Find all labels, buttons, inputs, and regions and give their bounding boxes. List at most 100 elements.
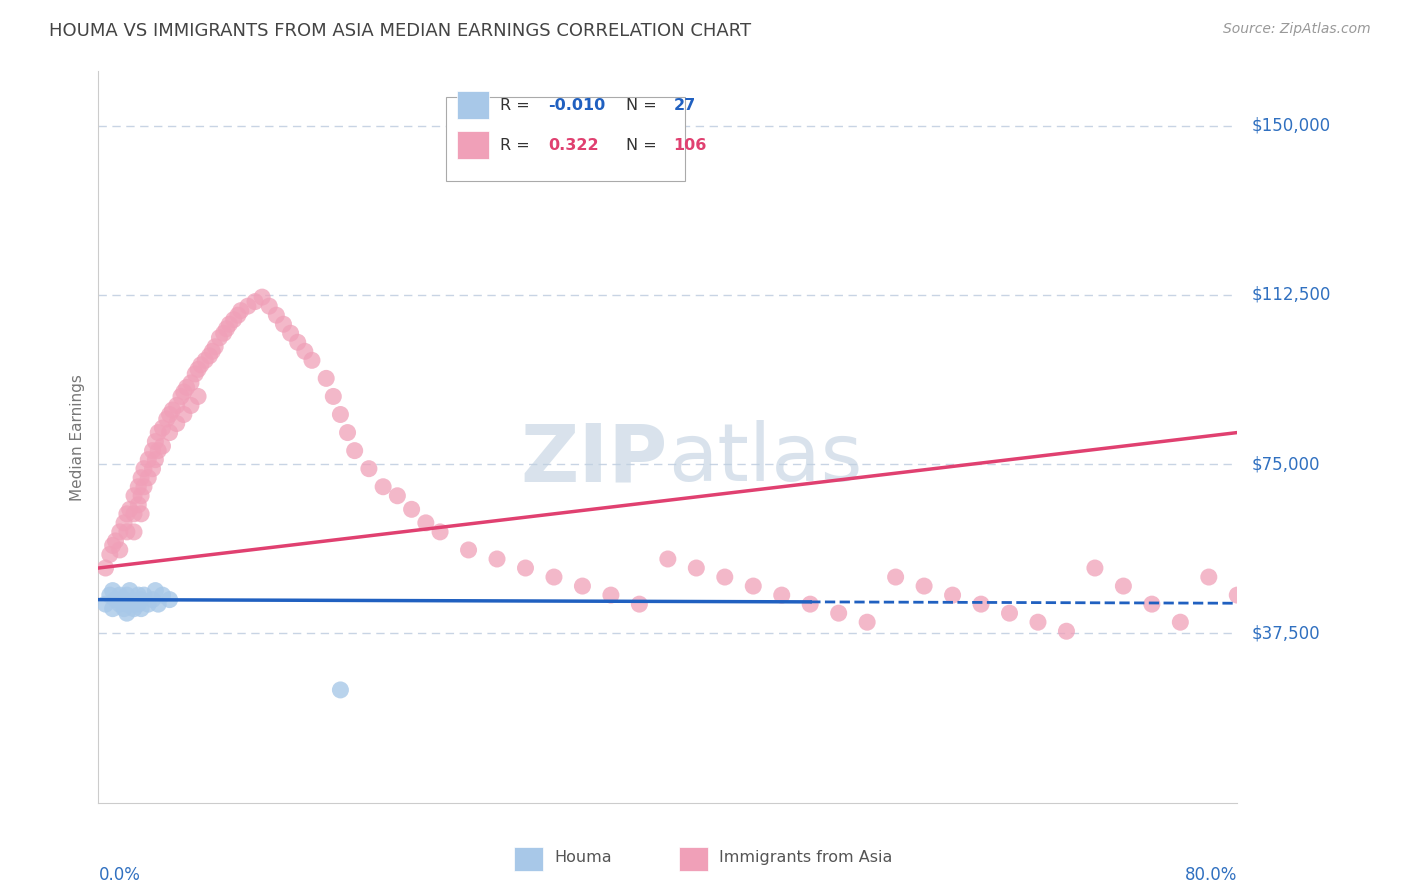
FancyBboxPatch shape [446, 97, 685, 181]
Text: Immigrants from Asia: Immigrants from Asia [718, 850, 893, 865]
Point [104, 592, 127, 607]
Point [415, 516, 437, 530]
Point [998, 606, 1021, 620]
Text: R =: R = [501, 138, 540, 153]
Text: N =: N = [626, 138, 662, 153]
Point [118, 583, 141, 598]
Point [970, 597, 993, 611]
Point [152, 439, 174, 453]
Point [856, 615, 879, 630]
Point [127, 498, 149, 512]
Point [401, 502, 423, 516]
Point [162, 403, 184, 417]
Point [108, 597, 131, 611]
Point [94, 597, 117, 611]
Point [1226, 588, 1249, 602]
Point [127, 480, 149, 494]
Point [714, 570, 737, 584]
Point [742, 579, 765, 593]
Point [336, 425, 359, 440]
Point [156, 412, 179, 426]
Point [152, 421, 174, 435]
Text: Source: ZipAtlas.com: Source: ZipAtlas.com [1223, 22, 1371, 37]
Text: $75,000: $75,000 [1251, 455, 1320, 473]
Point [685, 561, 707, 575]
Point [457, 543, 479, 558]
Bar [457, 131, 489, 159]
Point [1056, 624, 1078, 639]
Point [184, 367, 207, 381]
Point [176, 380, 198, 394]
Point [198, 349, 221, 363]
Point [98, 548, 121, 562]
Point [148, 443, 170, 458]
Point [115, 507, 138, 521]
Point [301, 353, 323, 368]
Point [127, 597, 149, 611]
Point [942, 588, 965, 602]
Point [115, 524, 138, 539]
Point [101, 601, 124, 615]
Point [343, 443, 366, 458]
Text: 0.0%: 0.0% [98, 866, 141, 884]
Point [884, 570, 907, 584]
Point [152, 588, 174, 602]
Point [266, 308, 288, 322]
Text: $150,000: $150,000 [1251, 117, 1330, 135]
Point [1170, 615, 1192, 630]
Point [129, 601, 152, 615]
Y-axis label: Median Earnings: Median Earnings [69, 374, 84, 500]
Point [94, 561, 117, 575]
Point [112, 592, 135, 607]
Point [122, 601, 145, 615]
Point [108, 588, 131, 602]
Point [259, 299, 281, 313]
Point [141, 443, 163, 458]
Point [1198, 570, 1220, 584]
Bar [515, 847, 543, 871]
Point [543, 570, 565, 584]
Point [170, 389, 193, 403]
Point [129, 489, 152, 503]
Text: ZIP: ZIP [520, 420, 668, 498]
Point [115, 588, 138, 602]
Point [115, 606, 138, 620]
Point [173, 384, 195, 399]
Point [132, 480, 155, 494]
Point [1084, 561, 1107, 575]
Point [828, 606, 851, 620]
Point [108, 524, 131, 539]
Point [127, 588, 149, 602]
Text: N =: N = [626, 97, 662, 112]
Point [222, 312, 245, 326]
Point [273, 317, 295, 331]
Point [387, 489, 409, 503]
Point [101, 538, 124, 552]
Point [136, 452, 159, 467]
Point [1026, 615, 1049, 630]
Point [204, 340, 226, 354]
Point [166, 399, 188, 413]
Point [136, 471, 159, 485]
Point [187, 389, 209, 403]
Point [912, 579, 935, 593]
Point [141, 592, 163, 607]
Point [215, 322, 238, 336]
Text: $37,500: $37,500 [1251, 624, 1320, 642]
Point [250, 290, 273, 304]
Point [190, 358, 212, 372]
Point [1112, 579, 1135, 593]
Point [770, 588, 793, 602]
Point [212, 326, 235, 341]
Bar [679, 847, 707, 871]
Point [571, 579, 593, 593]
Point [515, 561, 537, 575]
Point [136, 597, 159, 611]
Text: 106: 106 [673, 138, 707, 153]
Point [628, 597, 651, 611]
Point [357, 461, 380, 475]
Point [236, 299, 259, 313]
Point [141, 461, 163, 475]
Point [243, 294, 266, 309]
Point [129, 592, 152, 607]
